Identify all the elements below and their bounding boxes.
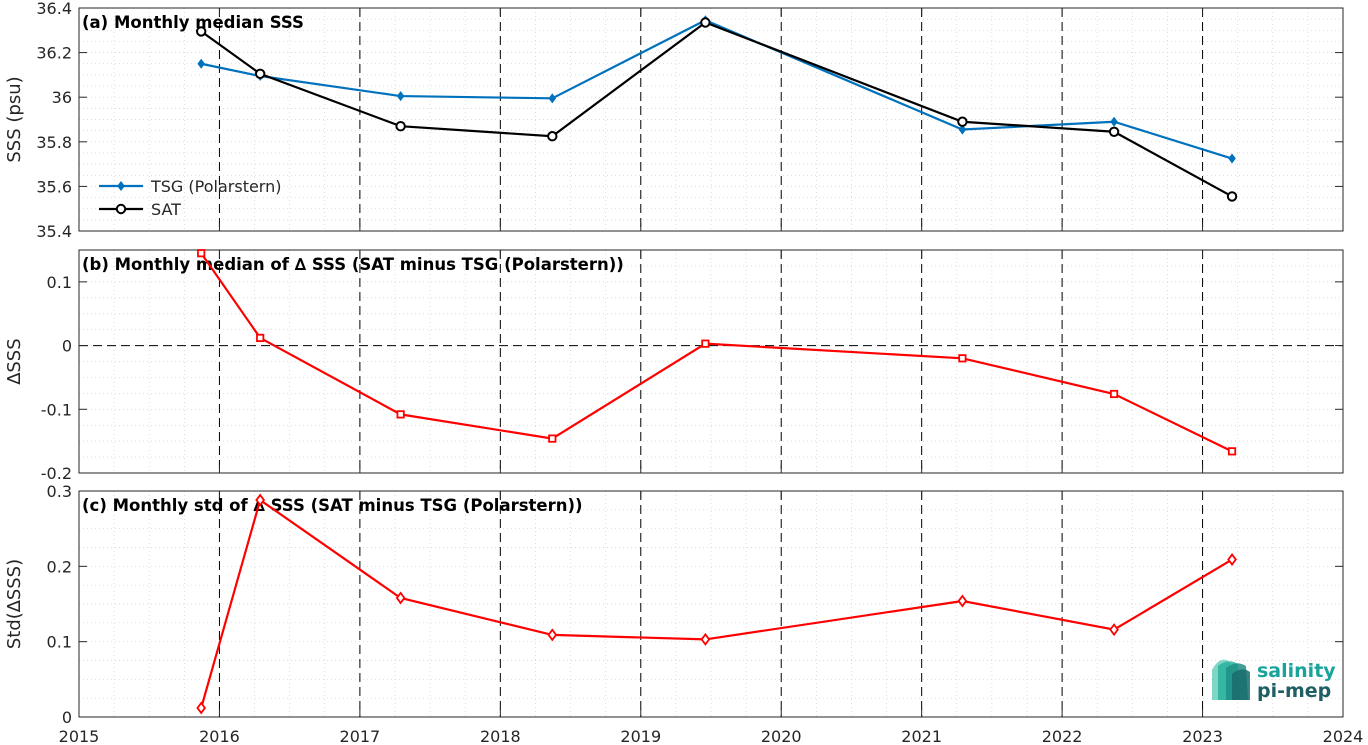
series-line bbox=[200, 498, 1233, 709]
data-point bbox=[1226, 191, 1238, 202]
y-tick-label: 36.4 bbox=[36, 0, 72, 18]
data-point bbox=[1227, 447, 1237, 456]
y-tick-label: 35.6 bbox=[36, 177, 72, 196]
y-tick-label: 36.2 bbox=[36, 44, 72, 63]
logo-text-pimep: pi-mep bbox=[1257, 680, 1331, 702]
panel-title: (c) Monthly std of ∆ SSS (SAT minus TSG … bbox=[82, 496, 583, 515]
x-tick-label: 2020 bbox=[761, 727, 802, 745]
x-tick-label: 2016 bbox=[199, 727, 240, 745]
data-point bbox=[548, 434, 557, 443]
x-tick-label: 2015 bbox=[59, 727, 100, 745]
data-point bbox=[547, 131, 558, 142]
y-tick-label: 35.8 bbox=[36, 133, 72, 152]
data-point bbox=[197, 249, 206, 258]
y-axis-label: SSS (psu) bbox=[4, 76, 25, 162]
series-1 bbox=[197, 249, 1237, 456]
data-point bbox=[700, 632, 711, 646]
data-point bbox=[700, 17, 711, 28]
data-point bbox=[957, 594, 968, 608]
data-point bbox=[197, 58, 205, 69]
panel-title: (a) Monthly median SSS bbox=[82, 13, 304, 32]
series-1 bbox=[196, 493, 1237, 715]
x-ticks bbox=[78, 491, 1344, 717]
data-point bbox=[701, 339, 710, 348]
data-point bbox=[957, 116, 968, 127]
x-tick-label: 2018 bbox=[480, 727, 521, 745]
x-tick-label: 2022 bbox=[1042, 727, 1083, 745]
y-axis-label: Std(∆SSS) bbox=[4, 559, 25, 649]
data-point bbox=[1109, 623, 1119, 637]
data-point bbox=[958, 354, 967, 363]
series-line bbox=[200, 21, 1233, 198]
data-point bbox=[396, 91, 405, 102]
data-point bbox=[195, 26, 207, 37]
data-point bbox=[395, 120, 406, 132]
y-axis-label: ∆SSS bbox=[4, 338, 25, 385]
axes-box bbox=[78, 249, 1344, 474]
x-ticks bbox=[78, 8, 1344, 231]
data-point bbox=[548, 93, 557, 104]
data-point bbox=[256, 333, 265, 343]
x-ticks bbox=[78, 250, 1344, 473]
legend-item-2: SAT bbox=[99, 200, 181, 219]
data-point bbox=[396, 410, 405, 419]
y-tick-label: 35.4 bbox=[36, 222, 72, 241]
axes-box bbox=[78, 490, 1344, 718]
data-point bbox=[196, 701, 207, 715]
legend-label: SAT bbox=[151, 200, 181, 219]
panel-2: 0.1 0 -0.1 -0.2 ∆SSS (b) Monthly median of ∆ … bbox=[4, 249, 1344, 483]
data-point bbox=[547, 628, 558, 642]
data-point bbox=[1227, 553, 1237, 567]
x-tick-label: 2021 bbox=[901, 727, 942, 745]
x-tick-label: 2017 bbox=[340, 727, 381, 745]
axes-box bbox=[78, 7, 1344, 232]
data-point bbox=[1228, 153, 1236, 164]
x-tick-label: 2023 bbox=[1182, 727, 1223, 745]
data-point bbox=[254, 68, 266, 79]
series-2 bbox=[195, 17, 1238, 202]
legend-label: TSG (Polarstern) bbox=[150, 177, 281, 196]
legend: TSG (Polarstern) SAT bbox=[99, 177, 281, 219]
logo: salinity pi-mep bbox=[1212, 659, 1336, 702]
year-lines bbox=[218, 491, 1204, 717]
y-tick-label: 0.1 bbox=[47, 633, 72, 652]
panel-title: (b) Monthly median of ∆ SSS (SAT minus T… bbox=[82, 255, 624, 274]
data-point bbox=[958, 124, 967, 135]
y-tick-label: 36 bbox=[52, 88, 72, 107]
data-point bbox=[1108, 126, 1120, 137]
y-tick-label: 0.1 bbox=[47, 273, 72, 292]
panels: 36.4 36.2 36 35.8 35.6 35.4 SSS (psu) (a) Month… bbox=[4, 0, 1363, 745]
data-point bbox=[395, 591, 406, 605]
data-point bbox=[255, 493, 266, 507]
data-point bbox=[1109, 389, 1119, 399]
x-tick-label: 2019 bbox=[620, 727, 661, 745]
y-tick-label: 0.2 bbox=[47, 557, 72, 576]
legend-item-1: TSG (Polarstern) bbox=[99, 177, 281, 196]
series-line bbox=[200, 19, 1233, 160]
legend-marker bbox=[115, 203, 127, 215]
year-lines bbox=[218, 8, 1204, 231]
x-tick-label: 2024 bbox=[1323, 727, 1364, 745]
y-tick-label: 0 bbox=[62, 337, 72, 356]
y-tick-label: 0.3 bbox=[47, 482, 72, 501]
y-tick-label: 0 bbox=[62, 708, 72, 727]
logo-waves-icon bbox=[1212, 659, 1250, 700]
series-line bbox=[200, 252, 1233, 453]
legend-marker bbox=[117, 180, 125, 192]
logo-text-salinity: salinity bbox=[1257, 660, 1336, 682]
data-point bbox=[1110, 116, 1118, 127]
y-tick-label: -0.2 bbox=[41, 464, 72, 483]
panel-1: 36.4 36.2 36 35.8 35.6 35.4 SSS (psu) (a) Month… bbox=[4, 0, 1344, 241]
y-tick-label: -0.1 bbox=[41, 400, 72, 419]
